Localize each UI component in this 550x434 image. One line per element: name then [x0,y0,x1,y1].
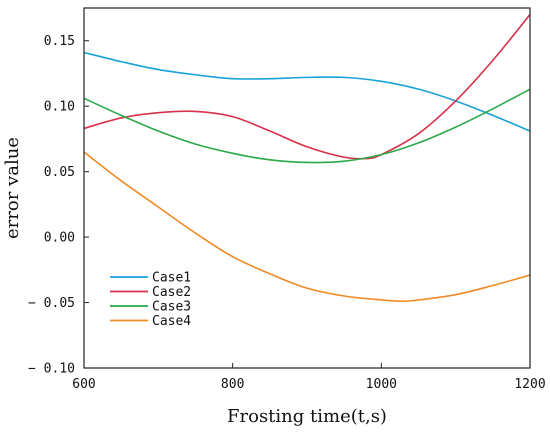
y-tick-label: − 0.10 [28,362,75,377]
x-tick-label: 1000 [366,377,397,392]
y-axis-ticks: − 0.10 − 0.05 0.00 0.05 0.10 0.15 [28,34,89,377]
y-tick-label: 0.10 [44,100,75,115]
series-line-case4 [83,151,531,303]
series-line-case1 [83,51,531,132]
y-tick-label: 0.00 [44,231,75,246]
series-line-case2 [83,14,531,160]
series-line-case3 [83,88,531,164]
legend-label-case3: Case3 [152,300,191,315]
x-axis-label: Frosting time(t,s) [227,406,387,427]
y-tick-label: − 0.05 [28,296,75,311]
legend-label-case4: Case4 [152,314,191,329]
x-axis-ticks: 600 800 1000 1200 [72,363,546,392]
x-tick-label: 600 [72,377,95,392]
legend-label-case2: Case2 [152,285,191,300]
y-axis-label: error value [2,137,23,239]
series-layer [83,14,531,303]
x-tick-label: 1200 [514,377,545,392]
legend-label-case1: Case1 [152,271,191,286]
y-tick-label: 0.15 [44,34,75,49]
plot-frame [83,7,531,369]
x-tick-label: 800 [221,377,244,392]
y-tick-label: 0.05 [44,165,75,180]
